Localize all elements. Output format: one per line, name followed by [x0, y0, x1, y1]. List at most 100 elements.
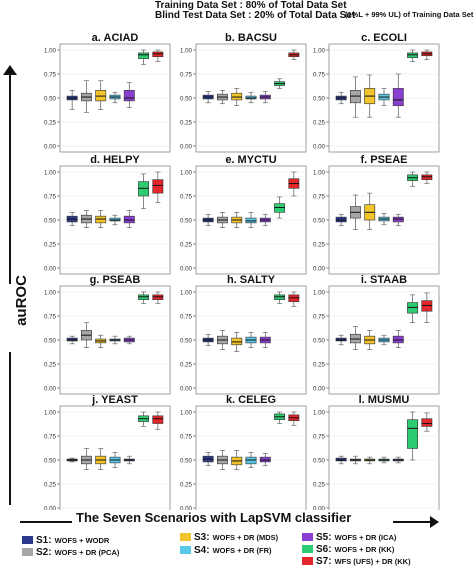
y-axis-arrow-line: [9, 72, 11, 284]
box-s4: [378, 88, 390, 106]
y-tick-label: 0.75: [180, 193, 193, 200]
chart-panel: g. PSEAB 0.00 0.25 0.50 0.75 1.00: [44, 274, 171, 395]
panel-title: b. BACSU: [225, 32, 277, 44]
panel-title: f. PSEAE: [360, 154, 407, 166]
box-s5: [259, 332, 271, 348]
chart-panel: i. STAAB 0.00 0.25 0.50 0.75 1.00: [313, 274, 440, 395]
legend-item-s2: S2: WOFS + DR (PCA): [22, 547, 119, 558]
box-s6: [138, 49, 150, 65]
y-tick-label: 0.25: [180, 361, 193, 368]
legend-description: WOFS + DR (PCA): [54, 548, 120, 557]
box-s5: [392, 330, 404, 348]
y-tick-label: 0.50: [313, 95, 326, 102]
y-tick-label: 0.50: [313, 457, 326, 464]
box-s1: [202, 452, 214, 467]
chart-panel: a. ACIAD 0.00 0.25 0.50 0.75 1.00: [44, 32, 171, 153]
y-tick-label: 0.50: [180, 95, 193, 102]
box-s1: [66, 457, 78, 463]
box-s3: [231, 212, 243, 228]
box-s2: [349, 326, 361, 350]
legend-item-s7: S7: WFS (UFS) + DR (KK): [302, 556, 411, 567]
y-tick-label: 0.75: [44, 313, 57, 320]
legend-description: WFS (UFS) + DR (KK): [334, 557, 411, 566]
panel-title: c. ECOLI: [361, 32, 407, 44]
legend-swatch: [180, 533, 191, 541]
legend-description: WOFS + DR (MDS): [212, 533, 279, 542]
box-body: [421, 418, 433, 427]
box-s4: [109, 452, 121, 468]
box-s3: [231, 450, 243, 470]
box-s1: [202, 213, 214, 227]
panel-title: g. PSEAB: [90, 274, 141, 286]
y-tick-label: 0.25: [180, 241, 193, 248]
legend-description: WOFS + DR (KK): [334, 545, 395, 554]
chart-panel: e. MYCTU 0.00 0.25 0.50 0.75 1.00: [180, 154, 307, 275]
box-s6: [274, 196, 286, 219]
legend-swatch: [180, 546, 191, 554]
box-s6: [138, 291, 150, 304]
box-s6: [274, 78, 286, 89]
x-axis-label: The Seven Scenarios with LapSVM classifi…: [76, 510, 352, 525]
y-tick-label: 0.75: [313, 71, 326, 78]
y-tick-label: 0.00: [180, 265, 193, 272]
legend-code: S4:: [194, 545, 210, 556]
y-tick-label: 0.25: [44, 241, 57, 248]
y-tick-label: 0.50: [44, 95, 57, 102]
y-tick-label: 1.00: [313, 47, 326, 54]
legend-swatch: [302, 557, 313, 565]
box-s5: [123, 82, 135, 108]
panel-title: h. SALTY: [227, 274, 276, 286]
chart-panel: h. SALTY 0.00 0.25 0.50 0.75 1.00: [180, 274, 307, 395]
legend-code: S1:: [36, 535, 52, 546]
box-s3: [95, 334, 107, 348]
box-s5: [392, 73, 404, 118]
box-s6: [407, 411, 419, 461]
y-tick-label: 1.00: [313, 289, 326, 296]
box-s1: [335, 455, 347, 465]
y-tick-label: 0.50: [313, 337, 326, 344]
box-s5: [123, 210, 135, 228]
x-axis-line-right: [393, 521, 433, 523]
box-s1: [335, 334, 347, 346]
y-tick-label: 0.50: [44, 457, 57, 464]
box-s4: [245, 91, 257, 104]
y-tick-label: 0.25: [313, 481, 326, 488]
chart-panel: d. HELPY 0.00 0.25 0.50 0.75 1.00: [44, 154, 171, 275]
legend-code: S7:: [316, 556, 332, 567]
y-tick-label: 0.00: [313, 385, 326, 392]
box-s2: [80, 80, 92, 113]
box-body: [152, 179, 164, 194]
y-tick-label: 1.00: [44, 169, 57, 176]
y-tick-label: 1.00: [313, 169, 326, 176]
y-tick-label: 0.50: [180, 457, 193, 464]
box-s3: [95, 80, 107, 110]
y-axis-lower-line: [9, 352, 11, 505]
y-tick-label: 0.00: [44, 385, 57, 392]
legend-code: S6:: [316, 544, 332, 555]
box-s1: [66, 335, 78, 345]
chart-panel: k. CELEG 0.00 0.25 0.50 0.75 1.00: [180, 394, 307, 510]
y-tick-label: 0.00: [313, 265, 326, 272]
box-s5: [259, 213, 271, 227]
y-axis-arrow-head: [3, 65, 17, 75]
box-s7: [421, 412, 433, 432]
y-tick-label: 0.25: [180, 481, 193, 488]
x-axis-arrow-head: [430, 516, 439, 528]
box-s2: [80, 210, 92, 228]
box-s2: [349, 194, 361, 230]
box-s7: [152, 49, 164, 62]
box-s7: [421, 292, 433, 324]
box-s3: [364, 74, 376, 118]
y-tick-label: 0.00: [180, 143, 193, 150]
x-axis-line-left: [20, 521, 72, 523]
y-tick-label: 0.00: [313, 143, 326, 150]
legend-description: WOFS + WODR: [54, 536, 110, 545]
box-s1: [335, 213, 347, 227]
y-tick-label: 0.00: [313, 505, 326, 510]
y-tick-label: 0.75: [313, 433, 326, 440]
box-s2: [216, 330, 228, 350]
legend-swatch: [302, 545, 313, 553]
box-s3: [95, 210, 107, 228]
y-tick-label: 0.75: [180, 433, 193, 440]
y-tick-label: 0.25: [44, 361, 57, 368]
